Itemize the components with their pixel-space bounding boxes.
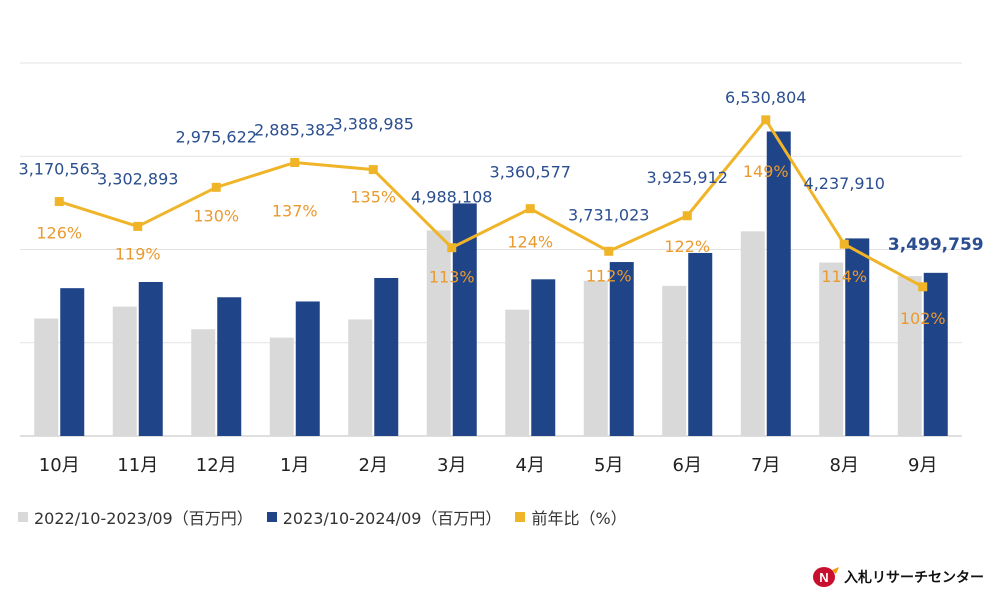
legend-swatch-prev-year — [18, 512, 28, 522]
x-tick-label: 4月 — [516, 455, 545, 476]
x-tick-label: 6月 — [673, 455, 702, 476]
x-tick-label: 1月 — [280, 455, 309, 476]
bar-value-label: 2,885,382 — [254, 120, 335, 139]
yoy-pct-label: 137% — [272, 201, 318, 220]
yoy-pct-label: 112% — [586, 266, 632, 285]
bar-value-label: 6,530,804 — [725, 88, 806, 107]
yoy-marker — [604, 246, 614, 256]
legend-item-prev-year: 2022/10-2023/09（百万円） — [18, 505, 253, 529]
yoy-marker — [525, 204, 535, 214]
bar-prev-year — [505, 309, 530, 436]
bar-current-year — [374, 277, 399, 436]
legend-label-yoy: 前年比（%） — [531, 509, 627, 528]
bar-value-label: 3,360,577 — [490, 163, 571, 182]
yoy-marker — [290, 157, 300, 167]
brand-logo: N 入札リサーチセンター — [812, 566, 984, 588]
brand-logo-letter: N — [819, 570, 828, 585]
yoy-marker — [54, 197, 64, 207]
bar-prev-year — [191, 329, 216, 436]
legend-swatch-current-year — [266, 512, 277, 522]
bar-prev-year — [740, 231, 765, 436]
yoy-pct-label: 114% — [821, 267, 867, 286]
yoy-pct-label: 130% — [193, 206, 239, 225]
bar-value-label: 4,237,910 — [804, 174, 885, 193]
yoy-pct-label: 126% — [36, 224, 82, 243]
yoy-pct-label: 122% — [664, 237, 710, 256]
legend-item-yoy: 前年比（%） — [515, 505, 627, 529]
yoy-pct-label: 119% — [115, 244, 161, 263]
yoy-marker — [133, 221, 143, 231]
bar-prev-year — [426, 230, 451, 436]
yoy-marker — [761, 115, 771, 125]
bar-value-label: 2,975,622 — [176, 127, 257, 146]
bar-prev-year — [662, 285, 687, 436]
yoy-pct-label: 102% — [900, 309, 946, 328]
bar-value-label: 3,731,023 — [568, 205, 649, 224]
legend-swatch-yoy — [515, 512, 526, 522]
bar-value-label: 3,170,563 — [19, 160, 100, 179]
bar-prev-year — [269, 337, 294, 436]
bar-current-year — [60, 288, 85, 436]
bar-value-label: 3,302,893 — [97, 169, 178, 188]
yoy-marker — [918, 282, 928, 292]
bar-current-year — [766, 131, 791, 436]
yoy-pct-label: 135% — [350, 188, 396, 207]
bar-current-year — [845, 238, 870, 436]
bar-current-year — [531, 279, 556, 436]
bar-prev-year — [348, 319, 373, 436]
bar-prev-year — [819, 262, 844, 436]
x-tick-label: 9月 — [908, 455, 937, 476]
bar-current-year — [138, 282, 163, 436]
x-tick-label: 3月 — [437, 455, 466, 476]
x-tick-label: 7月 — [751, 455, 780, 476]
brand-name: 入札リサーチセンター — [844, 570, 984, 586]
x-tick-label: 10月 — [39, 455, 80, 476]
yoy-pct-label: 149% — [743, 162, 789, 181]
yoy-marker — [682, 211, 692, 221]
legend-label-current-year: 2023/10-2024/09（百万円） — [282, 509, 502, 528]
bar-prev-year — [897, 276, 922, 436]
yoy-marker — [211, 182, 221, 192]
combo-chart: 10月 11月 12月 1月 2月 3月 4月 5月 6月 7月 8月 9月 3,170,563 126%… — [19, 62, 984, 476]
x-tick-label: 8月 — [830, 455, 859, 476]
legend-label-prev-year: 2022/10-2023/09（百万円） — [34, 509, 253, 528]
bar-current-year — [217, 297, 242, 436]
bar-value-label: 3,925,912 — [647, 168, 728, 187]
yoy-pct-label: 124% — [507, 233, 553, 252]
bar-current-year — [295, 301, 320, 436]
x-tick-label: 2月 — [359, 455, 388, 476]
yoy-marker — [447, 243, 457, 253]
bar-prev-year — [34, 318, 59, 436]
x-tick-label: 12月 — [196, 455, 237, 476]
bar-value-label: 3,499,759 — [888, 235, 984, 255]
yoy-pct-label: 113% — [429, 268, 475, 287]
bar-current-year — [609, 262, 634, 436]
bar-current-year — [688, 252, 713, 436]
bar-value-label: 3,388,985 — [333, 115, 414, 134]
yoy-marker — [839, 239, 849, 249]
x-tick-label: 5月 — [594, 455, 623, 476]
x-tick-label: 11月 — [117, 455, 158, 476]
bar-prev-year — [583, 280, 608, 436]
legend-item-current-year: 2023/10-2024/09（百万円） — [266, 505, 502, 529]
legend: 2022/10-2023/09（百万円） 2023/10-2024/09（百万円… — [18, 505, 641, 529]
bar-current-year — [923, 272, 948, 436]
bar-value-label: 4,988,108 — [411, 188, 492, 207]
brand-logo-icon: N — [813, 567, 839, 587]
yoy-marker — [368, 165, 378, 175]
bar-prev-year — [112, 306, 137, 436]
yoy-line — [58, 117, 924, 289]
